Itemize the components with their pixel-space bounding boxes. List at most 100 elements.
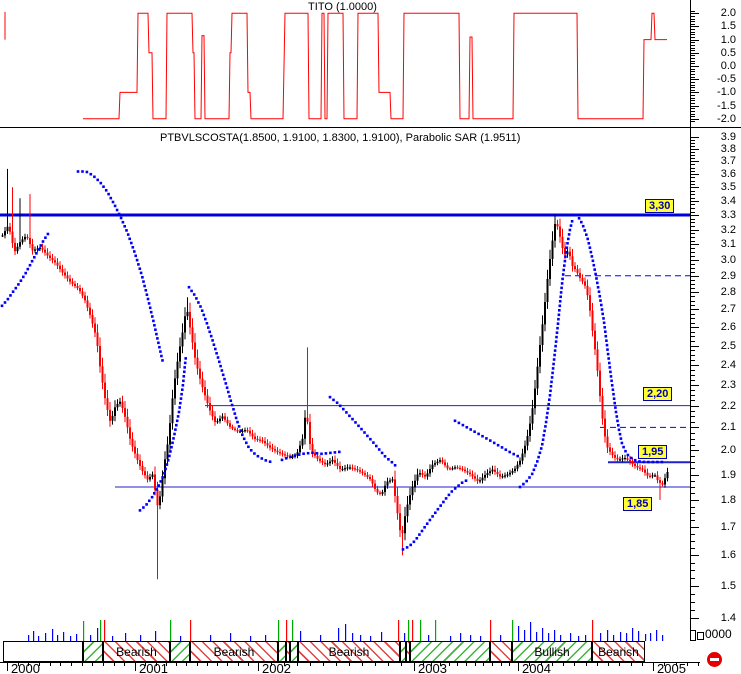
y-tick bbox=[691, 13, 699, 15]
ohlc-bar-body bbox=[331, 459, 334, 462]
sar-dot bbox=[622, 445, 625, 449]
ribbon-segment[interactable] bbox=[410, 641, 490, 662]
y-tick-label: 1.5 bbox=[720, 20, 736, 33]
x-month-tick bbox=[92, 662, 94, 666]
price-level-flag[interactable]: 1,95 bbox=[638, 445, 668, 459]
x-month-tick bbox=[474, 662, 476, 666]
x-month-tick bbox=[540, 662, 542, 666]
tito-indicator-panel[interactable]: TITO (1.0000) bbox=[0, 0, 690, 127]
ohlc-bar-body bbox=[449, 468, 451, 470]
ohlc-bar-body bbox=[34, 249, 36, 251]
y-minor-tick bbox=[691, 151, 695, 153]
sar-dot bbox=[420, 529, 424, 533]
x-month-tick bbox=[457, 662, 459, 666]
ohlc-bar-body bbox=[4, 231, 6, 236]
sar-dot bbox=[148, 499, 151, 503]
sar-dot bbox=[204, 317, 207, 321]
x-month-tick bbox=[176, 662, 177, 666]
sar-dot bbox=[453, 419, 457, 423]
ohlc-bar-body bbox=[241, 430, 244, 432]
ribbon-segment[interactable] bbox=[490, 641, 512, 662]
sar-dot bbox=[528, 476, 531, 479]
sar-dot bbox=[33, 256, 36, 259]
ribbon-segment-bearish[interactable]: Bearish bbox=[298, 641, 400, 662]
ohlc-bar-body bbox=[611, 451, 614, 456]
ribbon-segment-bearish[interactable]: Bearish bbox=[592, 641, 645, 662]
ohlc-bar-body bbox=[81, 291, 84, 296]
ribbon-segment[interactable] bbox=[286, 641, 290, 662]
sar-dot bbox=[555, 331, 559, 334]
y-tick-label: 2.3 bbox=[720, 378, 736, 391]
sar-dot bbox=[360, 427, 363, 431]
ribbon-segment-bearish[interactable]: Bearish bbox=[190, 641, 278, 662]
y-tick bbox=[691, 68, 695, 70]
x-axis: 2000 2001 2002 2003 2004 2005 bbox=[0, 661, 741, 674]
sar-dot bbox=[651, 460, 655, 464]
sar-dot bbox=[380, 451, 384, 455]
y-tick bbox=[691, 118, 699, 120]
sar-dot bbox=[580, 220, 583, 224]
y-tick bbox=[691, 384, 699, 386]
y-tick bbox=[691, 405, 699, 407]
x-month-tick bbox=[664, 662, 666, 666]
ribbon-segment[interactable] bbox=[3, 641, 83, 662]
ohlc-bar-body bbox=[586, 285, 589, 296]
sar-dot bbox=[604, 334, 608, 338]
price-level-flag[interactable]: 1,85 bbox=[623, 497, 653, 511]
ribbon-segment-bullish[interactable]: Bullish bbox=[512, 641, 592, 662]
sar-dot bbox=[546, 407, 550, 410]
sar-dot bbox=[606, 352, 610, 356]
x-year-tick bbox=[7, 662, 8, 671]
sar-dot bbox=[166, 459, 170, 462]
ribbon-segment[interactable] bbox=[83, 641, 103, 662]
ohlc-bar-body bbox=[229, 423, 231, 427]
ohlc-bar-body bbox=[129, 427, 131, 439]
x-month-tick bbox=[310, 662, 311, 666]
sar-dot bbox=[617, 428, 621, 432]
ohlc-bar-body bbox=[189, 311, 191, 328]
volume-spike bbox=[570, 633, 572, 641]
sar-dot bbox=[345, 411, 348, 414]
y-tick-label: 2.7 bbox=[720, 303, 736, 316]
ohlc-bar-body bbox=[501, 476, 504, 478]
volume-spike bbox=[470, 635, 472, 641]
ohlc-bar-body bbox=[459, 467, 461, 469]
ribbon-segment[interactable] bbox=[290, 641, 298, 662]
sar-dot bbox=[253, 452, 256, 455]
y-minor-tick bbox=[691, 533, 695, 535]
price-level-flag[interactable]: 2,20 bbox=[643, 387, 673, 401]
ribbon-segment-bearish[interactable]: Bearish bbox=[103, 641, 170, 662]
ohlc-bar-body bbox=[579, 272, 581, 278]
sar-dot bbox=[260, 457, 264, 460]
price-chart-panel[interactable]: PTBVLSCOSTA(1.8500, 1.9100, 1.8300, 1.91… bbox=[0, 128, 690, 641]
sar-dot bbox=[508, 450, 511, 454]
ohlc-bar-body bbox=[249, 430, 251, 434]
ohlc-bar-body bbox=[409, 495, 411, 505]
ribbon-segment[interactable] bbox=[278, 641, 286, 662]
ribbon-segment[interactable] bbox=[170, 641, 190, 662]
ohlc-bar-body bbox=[114, 407, 116, 416]
ohlc-bar-body bbox=[111, 415, 114, 421]
ohlc-bar-body bbox=[256, 438, 259, 441]
x-year-tick bbox=[518, 662, 519, 671]
sar-dot bbox=[117, 212, 121, 216]
sar-dot bbox=[439, 504, 442, 507]
x-month-tick bbox=[227, 662, 229, 666]
sar-dot bbox=[153, 324, 156, 327]
y-tick bbox=[691, 116, 695, 118]
sar-dot bbox=[230, 403, 234, 407]
x-month-tick bbox=[17, 662, 19, 666]
price-level-flag[interactable]: 3,30 bbox=[645, 199, 675, 213]
y-tick-label: 0.5 bbox=[720, 46, 736, 59]
sar-dot bbox=[442, 500, 445, 504]
ohlc-bar-body bbox=[574, 266, 576, 270]
sar-dot bbox=[569, 224, 573, 227]
ribbon-segment[interactable] bbox=[406, 641, 410, 662]
ribbon-label: Bearish bbox=[328, 644, 370, 659]
ohlc-bar-body bbox=[284, 454, 286, 456]
ribbon-segment[interactable] bbox=[400, 641, 406, 662]
ohlc-bar-body bbox=[571, 256, 574, 267]
sar-dot bbox=[126, 233, 130, 236]
y-axis-column: 2.0 1.5 1.0 0.5 0.0 -0.5 -1.0 -1.5 -2.0 3.9 3.8 3.7… bbox=[690, 0, 741, 674]
no-entry-icon[interactable] bbox=[707, 652, 722, 667]
